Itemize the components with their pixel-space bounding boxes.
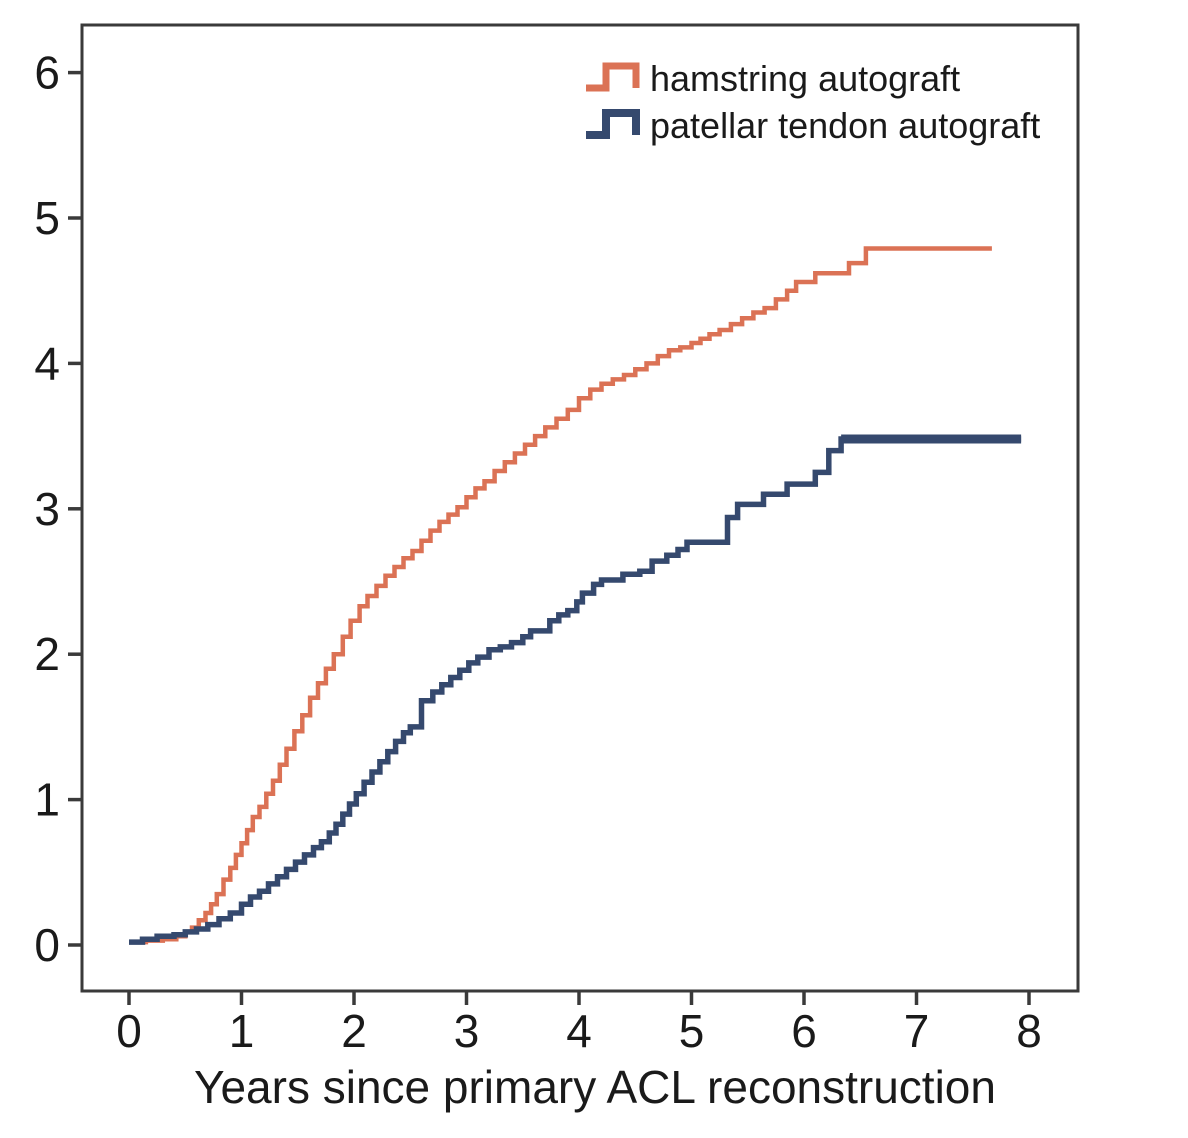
- legend-label-hamstring: hamstring autograft: [650, 58, 960, 99]
- y-tick-label: 3: [34, 483, 60, 535]
- survival-curves: [129, 246, 1022, 945]
- axis-ticks: [68, 70, 1031, 1005]
- patellar-tendon-autograft-curve: [129, 436, 1022, 945]
- x-tick-label: 1: [229, 1005, 255, 1057]
- y-tick-label: 6: [34, 47, 60, 99]
- x-tick-label: 2: [341, 1005, 367, 1057]
- y-tick-label: 2: [34, 628, 60, 680]
- y-tick-label: 1: [34, 774, 60, 826]
- axis-tick-labels: 0 1 2 3 4 5 6 7 8 0 1 2 3 4 5 6: [34, 47, 1041, 1057]
- x-axis-title: Years since primary ACL reconstruction: [194, 1061, 996, 1113]
- legend-label-patellar: patellar tendon autograft: [650, 105, 1040, 146]
- x-tick-label: 8: [1016, 1005, 1042, 1057]
- x-tick-label: 3: [454, 1005, 480, 1057]
- legend-step-symbol-patellar-icon: [586, 109, 640, 139]
- hamstring-autograft-curve: [129, 246, 992, 945]
- x-tick-label: 0: [116, 1005, 142, 1057]
- x-tick-label: 7: [904, 1005, 930, 1057]
- y-tick-label: 5: [34, 192, 60, 244]
- y-tick-label: 4: [34, 337, 60, 389]
- x-tick-label: 6: [791, 1005, 817, 1057]
- x-tick-label: 4: [566, 1005, 592, 1057]
- x-tick-label: 5: [679, 1005, 705, 1057]
- legend: hamstring autograft patellar tendon auto…: [586, 58, 1040, 146]
- y-tick-label: 0: [34, 919, 60, 971]
- legend-step-symbol-hamstring-icon: [586, 62, 640, 92]
- plot-area-border: [80, 23, 1080, 993]
